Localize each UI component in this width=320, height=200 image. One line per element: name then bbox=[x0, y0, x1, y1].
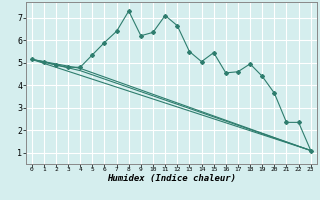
X-axis label: Humidex (Indice chaleur): Humidex (Indice chaleur) bbox=[107, 174, 236, 183]
